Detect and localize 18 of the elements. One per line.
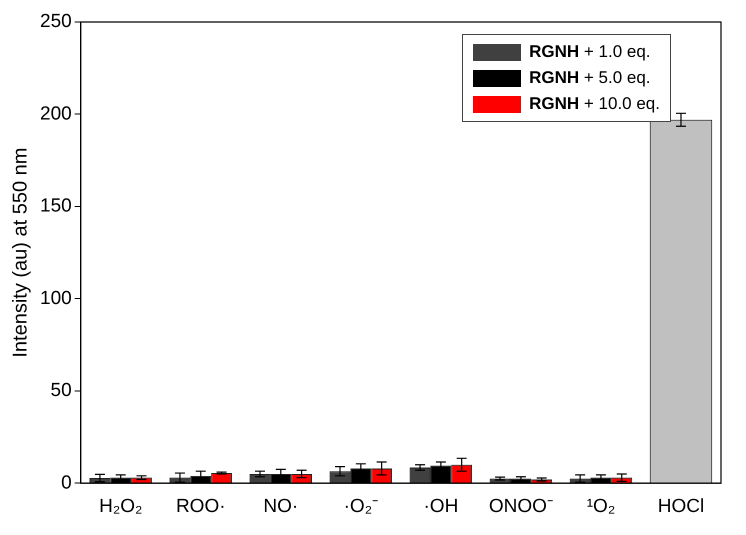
x-tick-label: ROO·: [176, 496, 226, 517]
legend-label: RGNH + 5.0 eq.: [529, 67, 651, 89]
y-tick-label: 100: [40, 288, 72, 309]
x-tick-label: ONOO⁻: [488, 496, 553, 517]
y-axis-title: Intensity (au) at 550 nm: [10, 148, 32, 358]
x-tick-label: ¹O₂: [586, 496, 616, 517]
x-tick-label: H₂O₂: [99, 496, 142, 517]
x-tick-label: ·O₂⁻: [344, 496, 378, 517]
y-tick-label: 200: [40, 103, 72, 124]
x-tick-label: ·OH: [423, 496, 458, 517]
x-tick-label: NO·: [263, 496, 298, 517]
x-tick-label: HOCl: [658, 496, 704, 517]
legend-label: RGNH + 1.0 eq.: [529, 41, 651, 63]
y-tick-label: 0: [61, 472, 72, 494]
y-tick-label: 150: [40, 196, 72, 217]
y-tick-label: 250: [40, 11, 72, 32]
legend-label: RGNH + 10.0 eq.: [529, 93, 660, 115]
y-tick-label: 50: [50, 380, 72, 402]
